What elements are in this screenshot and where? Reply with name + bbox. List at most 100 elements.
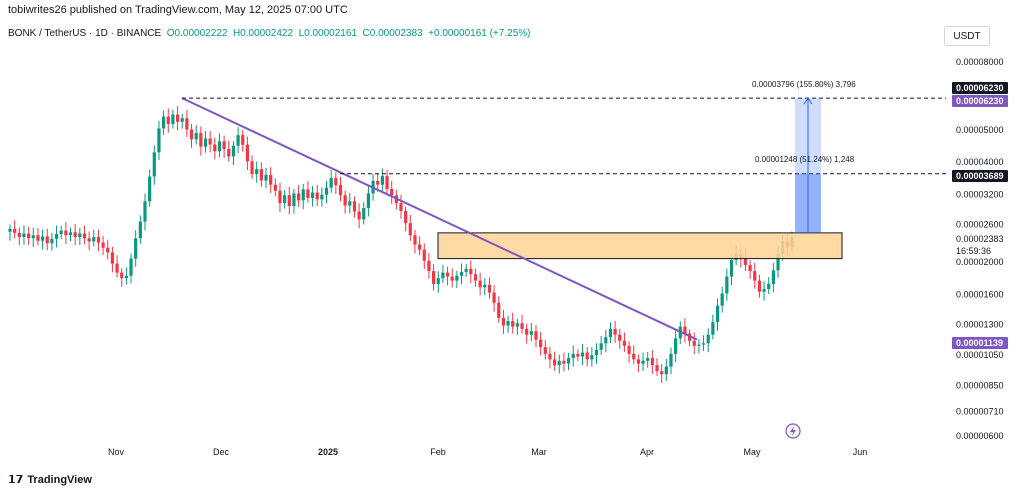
price-badge: 0.00001139 <box>956 338 1003 348</box>
candle-body <box>692 340 696 346</box>
candle-body <box>483 284 487 288</box>
candle-body <box>54 234 59 239</box>
candle-body <box>683 326 687 334</box>
candle-body <box>180 118 184 122</box>
price-tick-label: 0.00001300 <box>956 319 1004 329</box>
candle-body <box>627 345 631 354</box>
time-tick-label: Apr <box>640 447 654 457</box>
candle-body <box>59 230 63 235</box>
price-tick-label: 0.00000850 <box>956 381 1004 391</box>
candle-body <box>50 238 54 244</box>
publish-info: tobiwrites26 published on TradingView.co… <box>8 4 348 16</box>
ohlc-open: O0.00002222 <box>166 28 228 39</box>
time-tick-label: 2025 <box>318 447 338 457</box>
time-tick-label: Jun <box>853 447 868 457</box>
candle-body <box>222 141 226 149</box>
currency-selector-button[interactable]: USDT <box>944 26 990 46</box>
candle-body <box>697 344 701 346</box>
candle-body <box>148 176 152 202</box>
candle-body <box>608 328 613 338</box>
candle-body <box>646 357 650 361</box>
candle-body <box>674 338 678 354</box>
candle-body <box>143 201 147 222</box>
candle-body <box>599 343 603 350</box>
price-tick-label: 0.00002000 <box>956 257 1004 267</box>
candlestick-series <box>8 106 794 384</box>
ohlc-low: L0.00002161 <box>298 28 357 39</box>
candle-body <box>459 271 464 276</box>
candle-body <box>404 211 408 224</box>
candle-body <box>427 260 431 272</box>
candle-body <box>660 371 664 375</box>
candle-body <box>622 340 627 346</box>
candle-body <box>185 118 189 130</box>
candle-body <box>175 114 180 122</box>
candle-body <box>525 328 529 335</box>
tradingview-logo[interactable]: 𝟭𝟳 TradingView <box>8 473 92 487</box>
tradingview-logo-icon: 𝟭𝟳 <box>8 474 24 486</box>
candle-body <box>487 284 492 293</box>
candle-body <box>553 359 557 366</box>
candle-body <box>436 278 440 284</box>
candle-body <box>334 178 338 186</box>
candle-body <box>594 349 599 356</box>
candle-body <box>324 187 329 195</box>
candle-body <box>701 343 706 345</box>
time-axis: Nov Dec 2025 Feb Mar Apr May Jun <box>108 447 867 457</box>
candle-body <box>548 353 552 360</box>
candle-body <box>585 352 589 360</box>
price-badge: 0.00006230 <box>956 96 1004 106</box>
time-tick-label: Dec <box>213 447 230 457</box>
symbol-ohlc-bar: BONK / TetherUS · 1D · BINANCE O0.000022… <box>8 28 530 39</box>
candle-body <box>566 357 571 364</box>
candle-body <box>17 232 21 238</box>
candle-body <box>543 347 547 354</box>
price-badge-bg <box>952 233 1008 245</box>
candle-body <box>366 193 371 209</box>
candle-body <box>78 233 82 238</box>
trendline <box>181 97 698 341</box>
candle-body <box>292 193 296 207</box>
candle-body <box>115 263 119 273</box>
candle-body <box>497 302 501 318</box>
candle-body <box>478 280 482 288</box>
lightning-icon <box>785 423 801 439</box>
price-tick-label: 0.00008000 <box>956 57 1004 67</box>
price-badge-bg <box>952 337 1008 349</box>
candle-body <box>473 274 478 281</box>
candle-body <box>729 260 734 277</box>
candle-body <box>87 238 91 242</box>
candle-body <box>762 289 766 292</box>
candle-body <box>771 270 775 284</box>
symbol-name[interactable]: BONK / TetherUS · 1D · BINANCE <box>8 28 162 39</box>
candle-body <box>636 359 640 364</box>
candle-body <box>390 188 394 196</box>
candle-body <box>134 238 138 259</box>
candle-body <box>632 353 636 360</box>
time-tick-label: Feb <box>430 447 446 457</box>
candle-body <box>40 236 45 241</box>
candle-body <box>748 265 752 272</box>
candle-body <box>22 233 26 238</box>
candle-body <box>576 353 580 357</box>
price-tick-label: 0.00005000 <box>956 125 1004 135</box>
target-annotation-1: 0.00003796 (155.80%) 3,796 <box>752 80 856 89</box>
candle-body <box>273 184 277 191</box>
candle-body <box>287 195 291 207</box>
candle-body <box>590 355 594 360</box>
price-badge: 16:59:36 <box>956 246 991 256</box>
candle-body <box>413 235 417 245</box>
lightning-bolt <box>790 426 796 436</box>
candle-body <box>418 244 422 250</box>
candle-body <box>208 138 212 145</box>
candle-body <box>380 176 384 185</box>
candle-body <box>310 192 315 198</box>
price-badge-bg <box>952 245 1008 257</box>
candle-body <box>250 161 254 175</box>
candle-body <box>757 280 762 292</box>
price-tick-label: 0.00001600 <box>956 289 1004 299</box>
candle-body <box>8 228 12 232</box>
price-badge-bg <box>952 95 1008 107</box>
candle-body <box>296 193 301 201</box>
